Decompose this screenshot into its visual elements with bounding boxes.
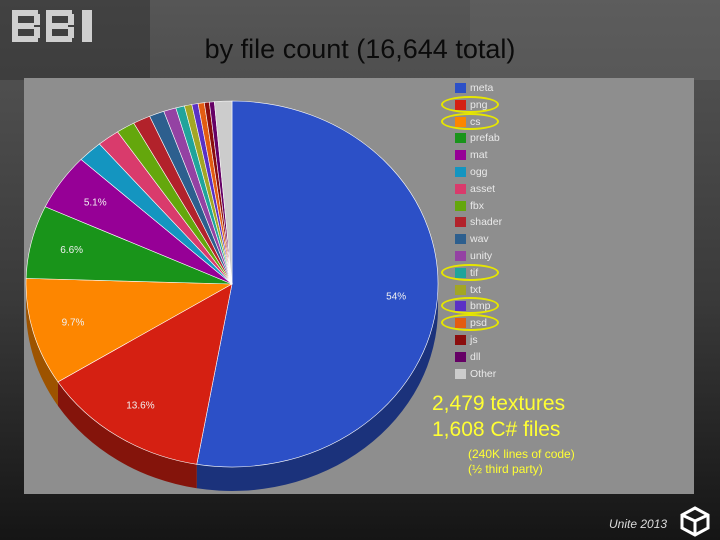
legend-swatch bbox=[455, 200, 466, 211]
legend-label: wav bbox=[470, 233, 489, 246]
legend-label: unity bbox=[470, 249, 493, 262]
legend-label: js bbox=[470, 333, 478, 346]
legend-swatch bbox=[455, 83, 466, 93]
legend-swatch bbox=[455, 183, 466, 194]
pie-side-meta bbox=[196, 284, 438, 491]
bbi-logo bbox=[12, 10, 92, 42]
third-party-note: (½ third party) bbox=[468, 462, 543, 476]
pie-slice-png bbox=[57, 283, 233, 465]
pie-slice-other bbox=[213, 100, 233, 285]
highlight-ellipse bbox=[441, 95, 499, 113]
legend-swatch bbox=[455, 284, 466, 295]
unity-logo-icon bbox=[680, 506, 710, 537]
legend-label: ogg bbox=[470, 165, 488, 178]
slide-title: by file count (16,644 total) bbox=[204, 34, 516, 64]
pie-slice-meta bbox=[196, 100, 439, 468]
legend-label: prefab bbox=[470, 132, 500, 145]
legend-label: Other bbox=[470, 367, 497, 380]
legend-swatch bbox=[455, 351, 466, 362]
legend-label: shader bbox=[470, 216, 503, 229]
legend-label: mat bbox=[470, 149, 488, 162]
lines-of-code-note: (240K lines of code) bbox=[468, 447, 575, 461]
pie-slice-cs bbox=[25, 278, 234, 383]
legend-label: txt bbox=[470, 283, 482, 296]
legend-swatch bbox=[455, 234, 466, 245]
footer-event-name: Unite 2013 bbox=[609, 517, 668, 531]
legend-label: fbx bbox=[470, 199, 485, 212]
legend-swatch bbox=[455, 250, 466, 261]
legend-swatch bbox=[455, 166, 466, 177]
highlight-ellipse bbox=[441, 263, 499, 281]
csharp-callout: 1,608 C# files bbox=[432, 418, 561, 441]
data-label-meta: 54% bbox=[386, 292, 406, 303]
highlight-ellipse bbox=[441, 314, 499, 332]
pie-side-cs bbox=[25, 284, 58, 406]
data-label-png: 13.6% bbox=[126, 401, 154, 412]
legend-label: meta bbox=[470, 82, 494, 94]
legend-swatch bbox=[455, 217, 466, 228]
data-label-cs: 9.7% bbox=[62, 318, 85, 329]
legend-label: dll bbox=[470, 350, 481, 363]
legend-swatch bbox=[455, 133, 466, 144]
legend-swatch bbox=[455, 368, 466, 379]
pie-side-png bbox=[57, 381, 197, 489]
data-label-prefab: 6.6% bbox=[60, 245, 83, 256]
legend-swatch bbox=[455, 334, 466, 345]
textures-callout: 2,479 textures bbox=[432, 392, 566, 415]
highlight-ellipse bbox=[441, 112, 499, 130]
legend-label: asset bbox=[470, 182, 496, 195]
legend-swatch bbox=[455, 150, 466, 161]
data-label-mat: 5.1% bbox=[84, 197, 107, 208]
